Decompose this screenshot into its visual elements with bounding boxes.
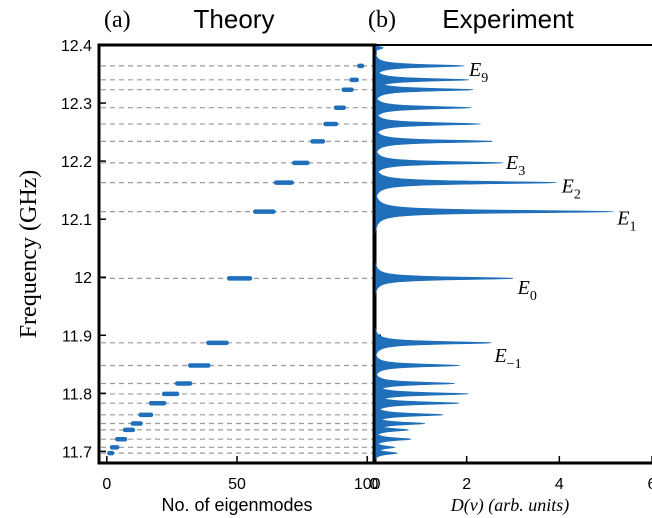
peak-annotations: E9 E3 E2 E1 E0 E−1 [468,59,636,372]
panel-theory: (a) Theory 11.7 11.8 11.9 12 12.1 12.2 12.3 12.… [16,4,381,515]
peak-label-4: E0 [517,277,537,304]
peak-label-0: E9 [468,59,488,86]
x-axis-ticks-experiment: 0 2 4 6 [370,456,652,493]
x-tick-label-a-0: 0 [102,476,111,493]
y-tick-label-1: 11.8 [62,386,92,403]
peak-label-5: E−1 [493,345,521,372]
x-axis-label-theory: No. of eigenmodes [161,495,312,515]
theory-title: Theory [194,4,275,34]
y-axis-ticks: 11.7 11.8 11.9 12 12.1 12.2 12.3 12.4 [61,38,381,461]
peak-label-1: E3 [505,152,525,179]
y-tick-label-3: 12 [74,270,92,287]
x-tick-label-b-3: 6 [648,476,652,493]
x-tick-label-a-2: 100 [354,476,381,493]
y-tick-label-4: 12.1 [61,212,92,229]
peak-label-3: E1 [616,207,636,234]
x-axis-label-experiment: D(ν) (arb. units) [450,495,569,516]
y-tick-label-7: 12.4 [61,38,92,55]
experimental-spectrum [373,44,614,464]
y-tick-label-6: 12.3 [61,96,92,113]
experiment-title: Experiment [442,4,574,34]
spectrum-area [373,44,614,464]
y-axis-label: Frequency (GHz) [16,170,42,339]
x-tick-label-a-1: 50 [228,476,246,493]
peak-label-2: E2 [561,175,581,202]
y-tick-label-5: 12.2 [61,154,92,171]
y-tick-label-0: 11.7 [62,444,92,461]
eigenmode-markers [107,63,365,456]
panel-label-b: (b) [368,7,396,33]
y-tick-label-2: 11.9 [62,328,92,345]
x-tick-label-b-2: 4 [555,476,564,493]
panel-experiment: (b) Experiment E9 E3 E2 E1 E0 E−1 0 2 4 6 D(ν) (… [368,4,652,516]
x-axis-ticks-theory: 0 50 100 [102,456,381,493]
x-tick-label-b-1: 2 [462,476,471,493]
x-tick-label-b-0: 0 [370,476,379,493]
panel-label-a: (a) [104,7,131,33]
